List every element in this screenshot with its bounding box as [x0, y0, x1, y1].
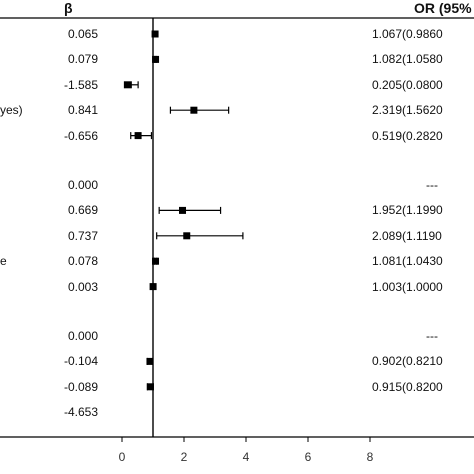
or-ci-value: 1.952(1.1990: [372, 203, 443, 218]
or-ci-value: ---: [426, 178, 438, 192]
or-ci-value: 1.081(1.0430: [372, 254, 443, 269]
beta-value: 0.003: [67, 279, 98, 294]
or-ci-value: 2.319(1.5620: [372, 103, 443, 118]
or-ci-value: 1.003(1.0000: [372, 279, 443, 294]
beta-header: β: [64, 0, 73, 16]
beta-value: 0.841: [67, 103, 98, 118]
point-estimate: [124, 81, 132, 89]
beta-value: 0.669: [67, 203, 98, 218]
x-tick-label: 6: [305, 450, 312, 464]
beta-value: 0.000: [67, 178, 98, 192]
beta-value: -0.104: [63, 354, 98, 369]
or-ci-value: 1.082(1.0580: [372, 52, 443, 67]
point-estimate: [152, 55, 160, 63]
row-label: yes): [0, 103, 23, 118]
point-estimate: [183, 232, 191, 240]
point-estimate: [151, 30, 159, 38]
x-tick-label: 4: [243, 450, 250, 464]
point-estimate: [146, 383, 154, 391]
point-estimate: [149, 283, 157, 291]
point-estimate: [190, 106, 198, 114]
x-tick-label: 0: [119, 450, 126, 464]
row-label: e: [0, 254, 7, 269]
beta-value: 0.000: [67, 329, 98, 343]
or-ci-header: OR (95%: [414, 0, 472, 16]
point-estimate: [179, 206, 187, 214]
x-tick-label: 2: [181, 450, 188, 464]
beta-value: -0.656: [63, 128, 98, 143]
point-estimate: [134, 132, 142, 140]
beta-value: -1.585: [63, 77, 98, 92]
beta-value: 0.079: [67, 52, 98, 67]
or-ci-value: 0.902(0.8210: [372, 354, 443, 369]
or-ci-value: 1.067(0.9860: [372, 27, 443, 41]
beta-value: -0.089: [63, 379, 98, 394]
beta-value: -4.653: [63, 405, 98, 420]
or-ci-value: 2.089(1.1190: [372, 228, 442, 243]
point-estimate: [152, 257, 160, 265]
or-ci-value: 0.205(0.0800: [372, 77, 443, 92]
or-ci-value: 0.519(0.2820: [372, 128, 443, 143]
point-estimate: [146, 357, 154, 365]
or-ci-value: ---: [426, 329, 438, 343]
beta-value: 0.078: [67, 254, 98, 269]
beta-value: 0.065: [67, 27, 98, 41]
or-ci-value: 0.915(0.8200: [372, 379, 443, 394]
beta-value: 0.737: [67, 228, 98, 243]
x-tick-label: 8: [367, 450, 374, 464]
